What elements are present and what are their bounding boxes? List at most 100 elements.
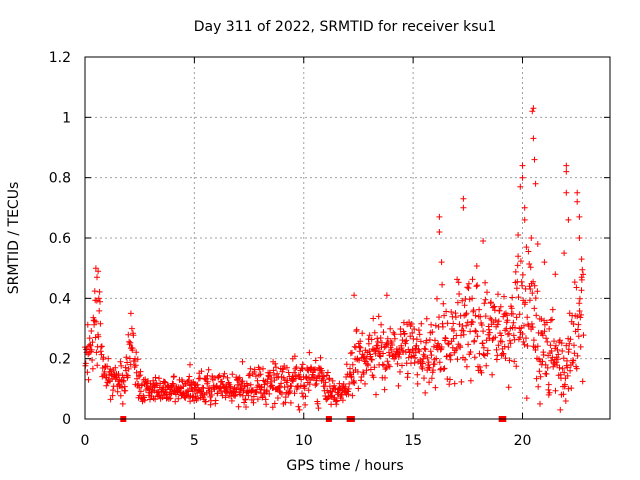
- data-point: [305, 387, 312, 394]
- data-point: [268, 375, 275, 381]
- data-point: [357, 344, 364, 351]
- data-point: [543, 319, 550, 326]
- data-point: [235, 403, 242, 410]
- data-point: [555, 351, 562, 358]
- data-point: [422, 346, 429, 353]
- data-point: [573, 365, 580, 372]
- data-point: [528, 320, 535, 327]
- data-point: [319, 367, 325, 374]
- data-point: [535, 383, 542, 390]
- data-point: [519, 174, 526, 181]
- data-point: [244, 382, 251, 389]
- data-point: [558, 340, 565, 347]
- data-point: [438, 259, 445, 266]
- data-point: [523, 395, 530, 402]
- data-point: [274, 395, 281, 401]
- data-point: [526, 297, 533, 304]
- data-point: [135, 373, 142, 380]
- data-point: [247, 381, 254, 388]
- data-point: [117, 392, 124, 399]
- data-point: [570, 321, 577, 327]
- data-point: [349, 349, 355, 356]
- data-point: [510, 332, 517, 339]
- data-point: [440, 300, 447, 307]
- data-point: [539, 358, 546, 365]
- data-point: [271, 400, 278, 407]
- data-point: [463, 363, 470, 370]
- data-point: [509, 294, 516, 301]
- data-point: [125, 365, 132, 372]
- data-point: [271, 372, 277, 378]
- data-point: [437, 346, 444, 353]
- data-point: [465, 280, 472, 287]
- data-point: [345, 391, 352, 398]
- data-point: [541, 259, 548, 266]
- data-point: [329, 377, 336, 384]
- data-point: [450, 335, 457, 342]
- data-point: [237, 391, 244, 398]
- data-point: [437, 366, 444, 373]
- data-point: [382, 374, 388, 381]
- data-point: [124, 372, 131, 379]
- data-point: [470, 307, 477, 314]
- data-point: [289, 355, 296, 362]
- data-point: [423, 315, 430, 322]
- data-point: [222, 394, 229, 401]
- data-point: [482, 279, 489, 286]
- data-point: [220, 373, 227, 380]
- data-point: [276, 383, 283, 390]
- data-point: [259, 393, 266, 400]
- data-point: [529, 324, 536, 331]
- data-point: [354, 368, 361, 375]
- data-point: [554, 346, 561, 353]
- data-point: [517, 183, 524, 190]
- data-point: [114, 388, 121, 395]
- data-point: [578, 274, 585, 281]
- data-point: [87, 342, 94, 349]
- data-point: [493, 346, 500, 353]
- chart-title: Day 311 of 2022, SRMTID for receiver ksu…: [194, 19, 497, 35]
- data-point: [357, 338, 364, 345]
- data-point: [502, 355, 509, 362]
- data-point: [435, 340, 442, 347]
- data-point: [478, 322, 485, 328]
- data-point: [529, 108, 536, 115]
- data-point: [532, 347, 539, 353]
- data-point: [403, 337, 410, 344]
- data-point: [86, 335, 93, 342]
- data-point: [88, 328, 95, 334]
- data-point: [366, 348, 373, 355]
- data-point: [334, 397, 340, 404]
- data-point: [255, 382, 262, 389]
- data-point: [546, 325, 553, 332]
- data-point: [365, 362, 372, 369]
- data-point: [91, 288, 98, 295]
- data-point: [397, 326, 404, 332]
- data-point: [515, 294, 522, 301]
- data-point: [124, 359, 131, 366]
- data-point: [534, 288, 541, 295]
- data-point: [545, 381, 552, 388]
- data-point: [476, 306, 483, 313]
- data-point: [473, 283, 480, 290]
- data-point: [349, 392, 356, 399]
- data-point: [530, 337, 537, 344]
- data-point: [507, 340, 514, 347]
- data-point: [465, 341, 472, 348]
- data-point: [312, 382, 319, 389]
- data-point: [112, 364, 119, 371]
- data-point: [321, 383, 328, 390]
- data-point: [439, 323, 446, 330]
- data-point: [346, 380, 353, 387]
- data-point: [531, 156, 538, 163]
- data-point: [380, 350, 387, 357]
- data-point: [574, 352, 581, 359]
- data-point: [299, 361, 306, 368]
- data-point: [247, 365, 254, 372]
- data-point: [421, 345, 428, 352]
- data-point: [407, 333, 414, 340]
- data-point: [274, 370, 281, 377]
- data-point: [506, 330, 513, 337]
- data-point: [521, 341, 528, 348]
- data-point: [285, 369, 292, 376]
